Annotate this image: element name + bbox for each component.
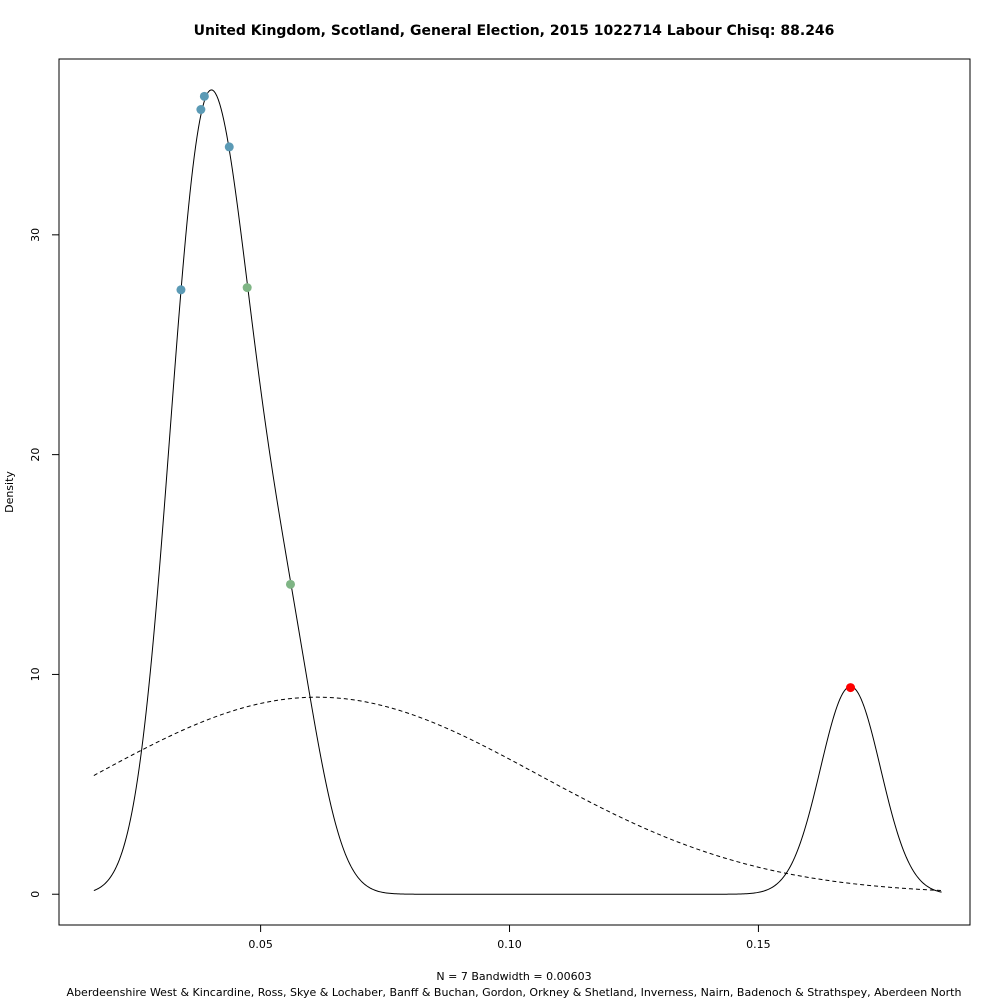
data-point <box>242 283 252 293</box>
y-tick-label: 20 <box>29 448 42 462</box>
data-point <box>199 91 209 101</box>
density-curve <box>93 89 942 895</box>
y-tick-label: 10 <box>29 667 42 681</box>
data-point <box>196 105 206 115</box>
reference-normal-curve <box>93 696 942 892</box>
chart-title: United Kingdom, Scotland, General Electi… <box>194 23 835 39</box>
y-tick-label: 30 <box>29 228 42 242</box>
x-tick-label: 0.10 <box>497 938 522 951</box>
y-tick-label: 0 <box>29 891 42 898</box>
plot-frame <box>58 58 971 926</box>
data-points <box>176 91 856 693</box>
y-axis-label: Density <box>3 471 16 513</box>
x-tick-label: 0.15 <box>746 938 771 951</box>
y-axis: 0 10 20 30 <box>29 228 60 898</box>
data-point <box>176 285 186 295</box>
constituency-list: Aberdeenshire West & Kincardine, Ross, S… <box>67 986 962 999</box>
data-point <box>846 683 856 693</box>
data-point <box>285 579 295 589</box>
data-point <box>224 142 234 152</box>
x-axis-label: N = 7 Bandwidth = 0.00603 <box>436 970 591 983</box>
x-axis: 0.05 0.10 0.15 <box>248 924 771 951</box>
x-tick-label: 0.05 <box>248 938 273 951</box>
